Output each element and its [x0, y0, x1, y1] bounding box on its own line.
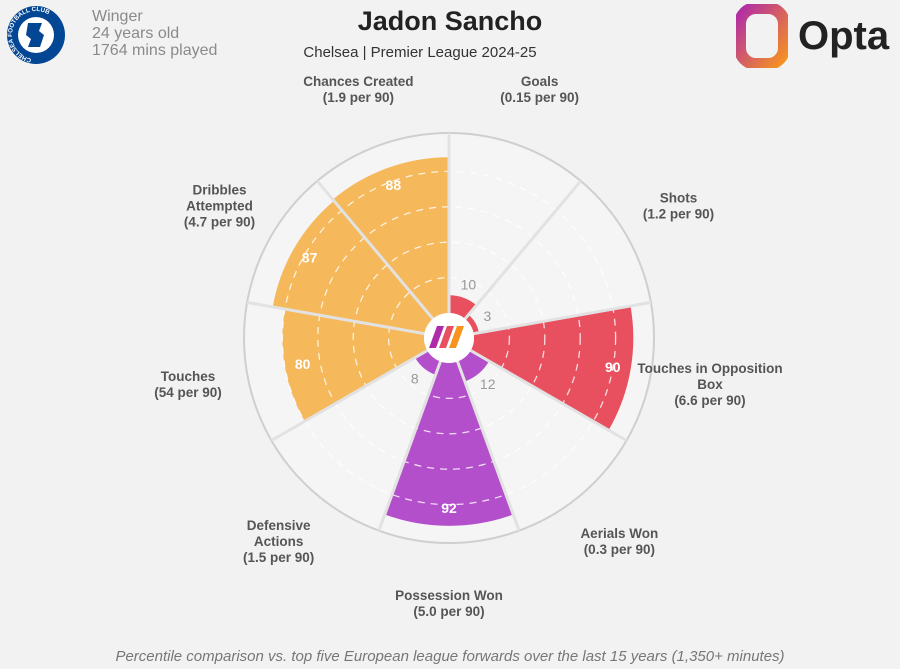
- category-label: Chances Created: [303, 74, 413, 89]
- category-label: (1.2 per 90): [643, 207, 714, 222]
- spoke: [246, 300, 450, 340]
- bar-7: [272, 200, 433, 334]
- value-label: 87: [302, 250, 318, 266]
- page-title: Jadon Sancho: [357, 6, 543, 36]
- category-label: (6.6 per 90): [674, 393, 745, 408]
- category-label: (54 per 90): [154, 385, 222, 400]
- bar-6: [282, 309, 428, 422]
- category-label: Goals: [521, 74, 559, 89]
- footnote: Percentile comparison vs. top five Europ…: [115, 648, 785, 665]
- opta-logo: Opta: [736, 4, 889, 68]
- spoke: [270, 336, 450, 442]
- category-label: (1.9 per 90): [323, 90, 394, 105]
- value-label: 12: [480, 376, 496, 392]
- category-label: Aerials Won: [580, 526, 658, 541]
- category-label: Shots: [660, 191, 698, 206]
- value-label: 10: [461, 277, 477, 293]
- subtitle: Chelsea | Premier League 2024-25: [303, 44, 537, 61]
- spoke: [316, 179, 451, 339]
- category-label: (5.0 per 90): [413, 604, 484, 619]
- value-label: 8: [411, 371, 419, 387]
- category-label: Touches in Opposition: [637, 361, 782, 376]
- age: 24 years old: [92, 25, 180, 42]
- spoke: [447, 179, 582, 339]
- category-label: Box: [697, 377, 723, 392]
- value-label: 3: [483, 308, 491, 324]
- bar-1: [465, 314, 479, 334]
- minutes: 1764 mins played: [92, 42, 218, 59]
- value-label: 80: [295, 356, 311, 372]
- category-label: (0.15 per 90): [500, 90, 579, 105]
- value-label: 92: [441, 500, 457, 516]
- grid-ring: [387, 276, 511, 400]
- category-label: (0.3 per 90): [584, 542, 655, 557]
- category-label: Defensive: [247, 518, 311, 533]
- bar-8: [332, 157, 449, 319]
- opta-mark-icon: [439, 326, 454, 348]
- opta-mark-icon: [449, 326, 464, 348]
- value-label: 88: [386, 177, 402, 193]
- chelsea-crest: CHELSEA FOOTBALL CLUB: [7, 6, 65, 64]
- category-label: Attempted: [186, 199, 253, 214]
- category-label: Possession Won: [395, 588, 503, 603]
- category-label: Touches: [161, 369, 216, 384]
- opta-mark-icon: [429, 326, 444, 348]
- spoke: [448, 336, 628, 442]
- category-label: Dribbles: [192, 183, 246, 198]
- spoke: [448, 300, 652, 340]
- position: Winger: [92, 8, 143, 25]
- bar-4: [384, 361, 514, 526]
- bar-2: [470, 305, 634, 431]
- player-info: Winger 24 years old 1764 mins played: [92, 8, 217, 59]
- value-label: 90: [605, 359, 621, 375]
- spoke: [377, 337, 451, 532]
- spoke: [447, 337, 521, 532]
- bar-5: [415, 350, 441, 375]
- grid-ring: [317, 206, 581, 470]
- category-label: (1.5 per 90): [243, 550, 314, 565]
- category-label: Actions: [254, 534, 304, 549]
- category-label: (4.7 per 90): [184, 215, 255, 230]
- grid-ring: [352, 241, 546, 435]
